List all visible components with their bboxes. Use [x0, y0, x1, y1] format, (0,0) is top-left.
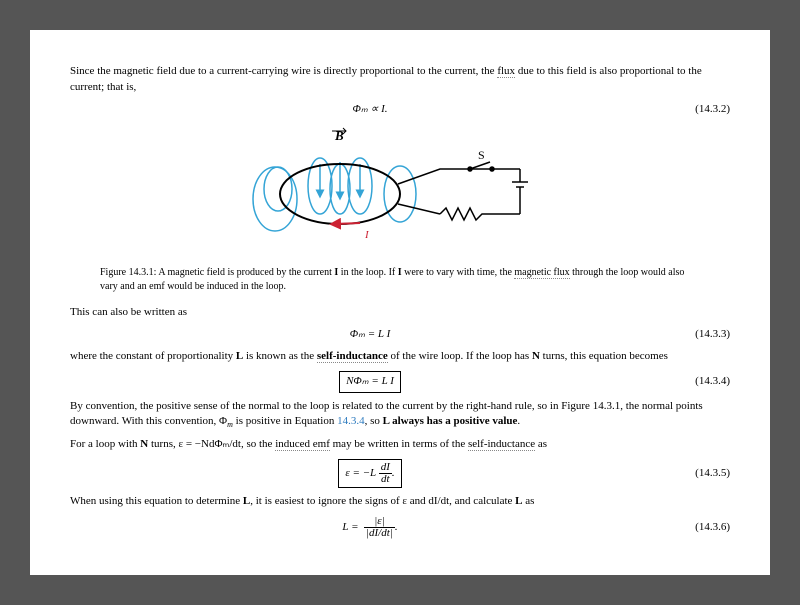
figure-14-3-1: B I S [70, 124, 730, 260]
label-S: S [478, 148, 485, 162]
text: where the constant of proportionality [70, 350, 236, 362]
fraction: |ε| |dI/dt| [364, 516, 395, 539]
text: turns, this equation becomes [540, 350, 668, 362]
eq-lhs: ε = −L [345, 467, 376, 479]
equation-14-3-2: Φₘ ∝ I. (14.3.2) [70, 102, 730, 118]
eq-tail: . [395, 521, 398, 533]
paragraph-5: For a loop with N turns, ε = −NdΦₘ/dt, s… [70, 437, 730, 453]
text: were to vary with time, the [402, 267, 515, 278]
denominator: |dI/dt| [364, 528, 395, 539]
text: When using this equation to determine [70, 495, 243, 507]
text: is positive in Equation [233, 415, 337, 427]
figure-caption: Figure 14.3.1: A magnetic field is produ… [100, 266, 700, 295]
equation-14-3-3: Φₘ = L I (14.3.3) [70, 327, 730, 343]
paragraph-1: Since the magnetic field due to a curren… [70, 64, 730, 96]
field-lines [253, 158, 416, 231]
equation-body: Φₘ ∝ I. [70, 102, 670, 118]
equation-number: (14.3.5) [670, 466, 730, 482]
link-induced-emf[interactable]: induced emf [275, 438, 330, 451]
equation-body: L = |ε| |dI/dt| . [70, 516, 670, 539]
text: For a loop with [70, 438, 140, 450]
text: , so [365, 415, 383, 427]
current-arrow [335, 223, 360, 224]
paragraph-2: This can also be written as [70, 305, 730, 321]
link-self-inductance[interactable]: self-inductance [468, 438, 535, 451]
document-page: Since the magnetic field due to a curren… [30, 30, 770, 575]
link-flux[interactable]: flux [497, 65, 515, 78]
equation-14-3-6: L = |ε| |dI/dt| . (14.3.6) [70, 516, 730, 539]
paragraph-3: where the constant of proportionality L … [70, 349, 730, 365]
text: , it is easiest to ignore the signs of ε… [250, 495, 515, 507]
equation-body: NΦₘ = L I [70, 371, 670, 393]
text: . [517, 415, 520, 427]
label-I: I [364, 229, 370, 241]
text: in the loop. If [338, 267, 397, 278]
equation-number: (14.3.4) [670, 374, 730, 390]
fraction: dI dt [379, 462, 392, 485]
text: Since the magnetic field due to a curren… [70, 65, 497, 77]
equation-number: (14.3.2) [670, 102, 730, 118]
equation-number: (14.3.6) [670, 520, 730, 536]
paragraph-6: When using this equation to determine L,… [70, 494, 730, 510]
text-N: N [532, 350, 540, 362]
eq-tail: . [392, 467, 395, 479]
text: of the wire loop. If the loop has [388, 350, 532, 362]
paragraph-4: By convention, the positive sense of the… [70, 399, 730, 432]
inductance-diagram: B I S [240, 124, 560, 254]
label-B: B [334, 128, 344, 143]
link-self-inductance[interactable]: self-inductance [317, 350, 388, 363]
text: may be written in terms of the [330, 438, 468, 450]
circuit-wires [398, 162, 528, 220]
text: as [535, 438, 547, 450]
denominator: dt [379, 474, 392, 485]
text: is known as the [243, 350, 317, 362]
link-magnetic-flux[interactable]: magnetic flux [514, 267, 569, 279]
text: as [522, 495, 534, 507]
text: : A magnetic field is produced by the cu… [154, 267, 335, 278]
equation-14-3-5: ε = −L dI dt . (14.3.5) [70, 459, 730, 488]
eq-lhs: L = [342, 521, 358, 533]
boxed-equation: ε = −L dI dt . [338, 459, 401, 488]
boxed-equation: NΦₘ = L I [339, 371, 401, 393]
equation-body: Φₘ = L I [70, 327, 670, 343]
equation-14-3-4: NΦₘ = L I (14.3.4) [70, 371, 730, 393]
text: turns, ε = −NdΦₘ/dt, so the [148, 438, 275, 450]
equation-body: ε = −L dI dt . [70, 459, 670, 488]
figure-number: Figure 14.3.1 [100, 267, 154, 278]
link-eq-14-3-4[interactable]: 14.3.4 [337, 415, 365, 427]
equation-number: (14.3.3) [670, 327, 730, 343]
emphasis: L always has a positive value [383, 415, 518, 427]
